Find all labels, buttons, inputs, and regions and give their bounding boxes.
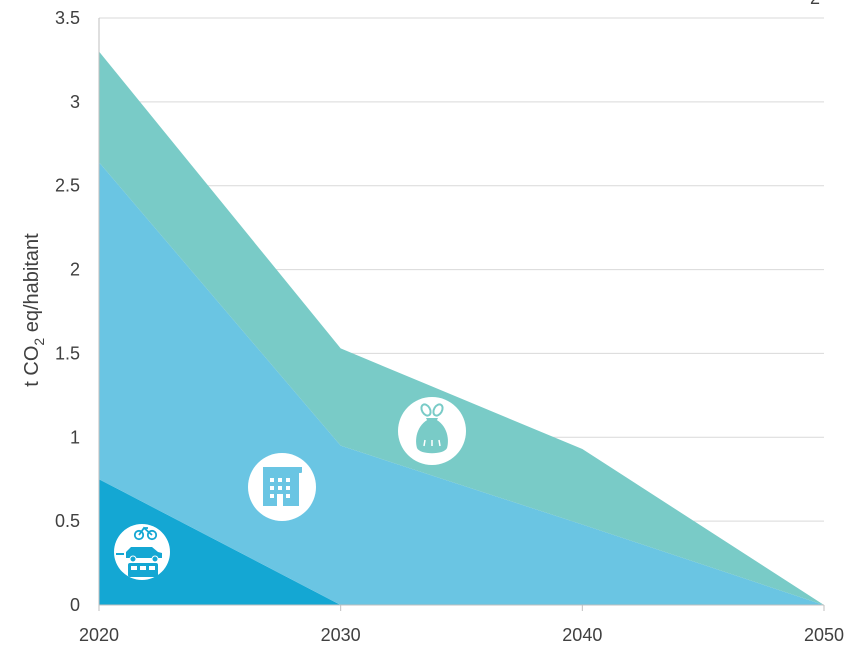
y-tick-label: 1.5: [55, 343, 80, 363]
y-tick-label: 3: [70, 92, 80, 112]
y-tick-labels: 0 0.5 1 1.5 2 2.5 3 3.5: [55, 8, 80, 615]
building-icon: [248, 453, 316, 521]
corner-label: 2: [810, 0, 820, 9]
x-tick-label: 2040: [562, 625, 602, 645]
y-tick-label: 0: [70, 595, 80, 615]
y-tick-label: 2: [70, 260, 80, 280]
area-series-1: [99, 479, 824, 605]
y-tick-label: 2.5: [55, 176, 80, 196]
axes: [98, 18, 825, 611]
y-tick-label: 1: [70, 427, 80, 447]
transport-icon: [114, 524, 170, 580]
x-tick-labels: 2020 2030 2040 2050: [79, 625, 844, 645]
y-axis-title: t CO2 eq/habitant: [21, 233, 47, 387]
x-tick-label: 2020: [79, 625, 119, 645]
category-icons: [114, 397, 466, 580]
x-tick-label: 2030: [321, 625, 361, 645]
areas: [99, 51, 824, 606]
waste-bag-icon: [398, 397, 466, 465]
area-series-3: [99, 51, 824, 606]
y-tick-label: 3.5: [55, 8, 80, 28]
x-tick-label: 2050: [804, 625, 844, 645]
y-tick-label: 0.5: [55, 511, 80, 531]
